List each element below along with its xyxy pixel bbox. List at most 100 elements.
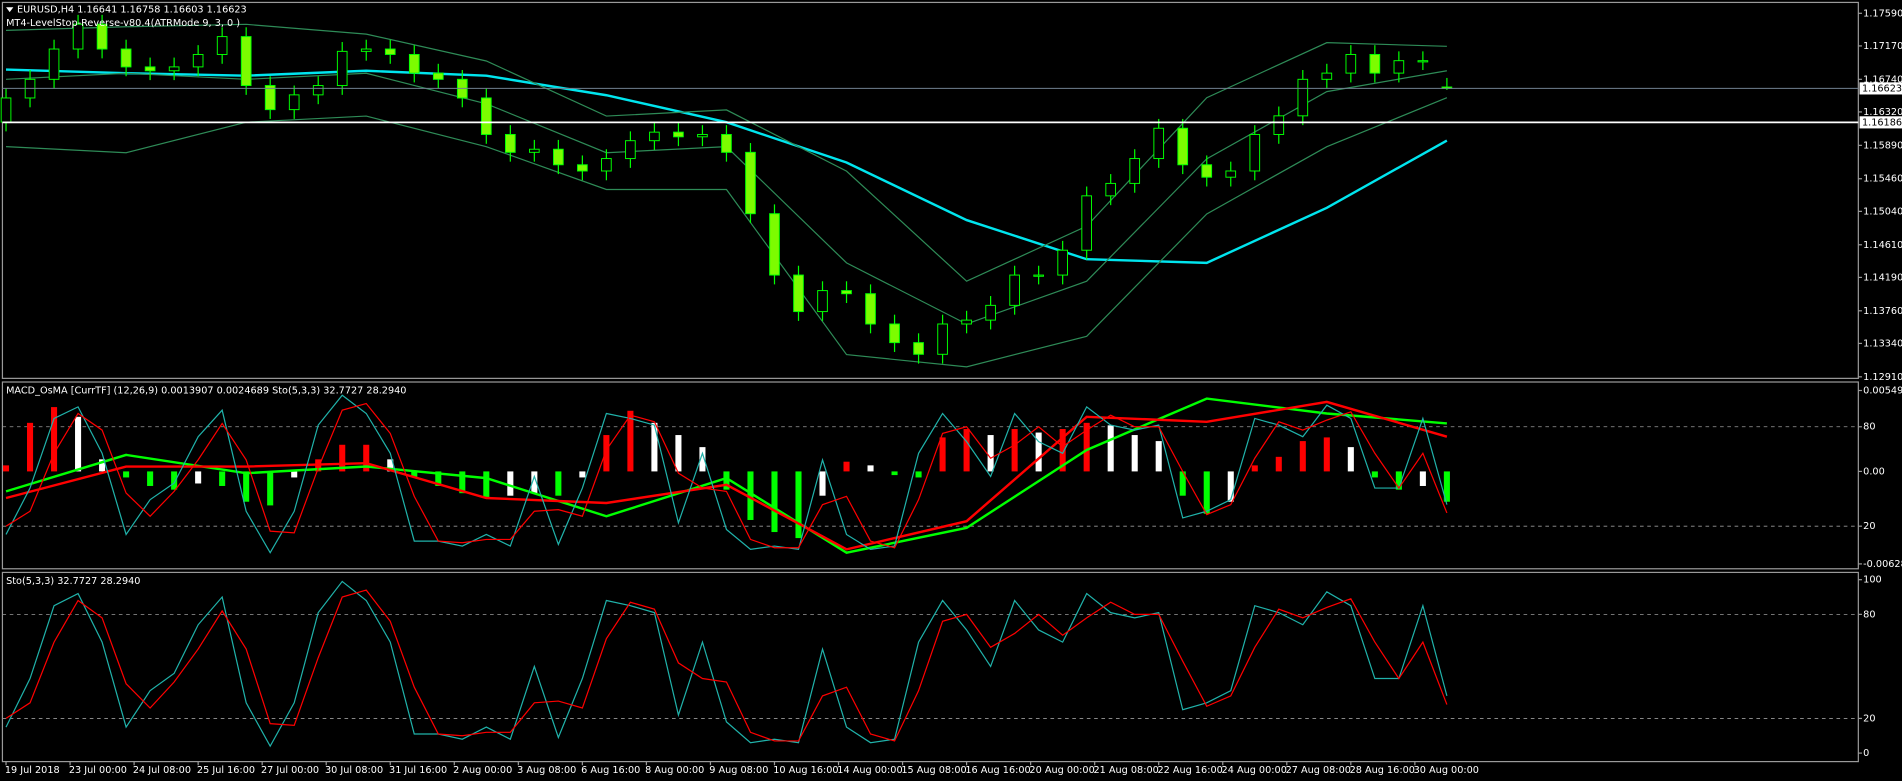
y-tick-label: 100 <box>1863 575 1882 586</box>
histogram-bar <box>75 416 82 472</box>
histogram-bar <box>483 471 490 499</box>
candle-body <box>336 50 348 87</box>
y-tick-label: 20 <box>1863 713 1875 724</box>
x-tick-label: 27 Aug 08:00 <box>1286 765 1351 776</box>
histogram-bar <box>1131 435 1138 472</box>
histogram-bar <box>507 471 514 496</box>
histogram-bar <box>531 471 538 494</box>
y-tick-label: 20 <box>1863 521 1875 532</box>
candle-body <box>1345 53 1357 74</box>
price-label: 1.16186 <box>1862 117 1902 128</box>
stochastic-line <box>5 402 1448 549</box>
histogram-bar <box>123 471 130 478</box>
symbol-menu-icon[interactable] <box>6 7 14 13</box>
histogram-bar <box>795 471 802 539</box>
histogram-bar <box>579 471 586 478</box>
histogram-bar <box>915 471 922 478</box>
histogram-bar <box>675 435 682 472</box>
histogram-bar <box>1227 471 1234 502</box>
y-tick-label: 1.13760 <box>1863 306 1902 317</box>
histogram-bar <box>27 422 34 472</box>
candle-body <box>504 133 516 153</box>
x-tick-label: 25 Jul 16:00 <box>197 765 255 776</box>
candle-body <box>1273 115 1285 135</box>
x-tick-label: 9 Aug 08:00 <box>709 765 768 776</box>
histogram-bar <box>1347 447 1354 472</box>
histogram-bar <box>2 465 10 472</box>
price-label-box <box>1859 82 1902 95</box>
histogram-bar <box>387 459 394 472</box>
stochastic-line <box>5 580 1448 748</box>
candle-body <box>649 131 660 142</box>
x-tick-label: 27 Jul 00:00 <box>261 765 319 776</box>
candle-body <box>889 323 900 344</box>
indicator-title: MT4-LevelStop-Reverse-v80.4(ATRMode 9, 3… <box>6 18 240 29</box>
histogram-bar <box>627 410 634 472</box>
histogram-bar <box>651 422 658 472</box>
y-tick-label: 1.14610 <box>1863 240 1902 251</box>
candle-body <box>937 323 948 355</box>
histogram-bar <box>243 471 250 502</box>
candle-body <box>913 342 924 355</box>
x-tick-label: 30 Jul 08:00 <box>325 765 383 776</box>
candle-body <box>1057 249 1068 276</box>
x-tick-label: 21 Aug 08:00 <box>1093 765 1158 776</box>
signal-line <box>5 397 1447 554</box>
histogram-bar <box>267 471 274 506</box>
candle-body <box>961 319 972 325</box>
main-panel-frame <box>1 1 1859 379</box>
stoch-title: Sto(5,3,3) 32.7727 28.2940 <box>6 576 140 587</box>
candle-body <box>865 293 876 325</box>
histogram-bar <box>1419 471 1426 486</box>
macd-panel-frame <box>1 381 1859 570</box>
x-tick-label: 22 Aug 16:00 <box>1158 765 1223 776</box>
histogram-bar <box>99 459 106 472</box>
candle-body <box>72 23 84 50</box>
candle-body <box>1081 195 1093 251</box>
x-tick-label: 19 Jul 2018 <box>5 765 60 776</box>
x-tick-label: 23 Jul 00:00 <box>69 765 127 776</box>
histogram-bar <box>723 471 730 490</box>
histogram-bar <box>51 407 58 472</box>
candle-body <box>1153 127 1165 160</box>
price-label-box <box>1859 116 1902 129</box>
candle-body <box>144 66 156 72</box>
histogram-bar <box>867 465 874 472</box>
histogram-bar <box>1203 471 1210 514</box>
candle-body <box>841 290 852 295</box>
candle-body <box>360 48 372 52</box>
y-tick-label: 1.15890 <box>1863 140 1902 151</box>
histogram-bar <box>843 461 850 472</box>
histogram-bar <box>819 471 826 496</box>
candle-body <box>1201 164 1213 178</box>
indicator-line <box>5 70 1447 325</box>
x-tick-label: 24 Jul 08:00 <box>133 765 191 776</box>
candle-body <box>1417 60 1429 63</box>
stoch-panel-frame <box>1 571 1859 763</box>
candle-body <box>817 290 828 313</box>
histogram-bar <box>1107 425 1114 472</box>
candle-body <box>1369 53 1381 74</box>
stochastic-line <box>5 394 1448 554</box>
candle-body <box>1225 170 1237 178</box>
histogram-bar <box>747 471 754 520</box>
candle-body <box>1321 72 1333 80</box>
y-tick-label: -0.006285 <box>1863 559 1902 570</box>
x-tick-label: 20 Aug 00:00 <box>1029 765 1094 776</box>
candle-body <box>384 48 396 55</box>
candle-body <box>697 133 708 138</box>
histogram-bar <box>1251 465 1258 472</box>
candle-body <box>1393 60 1405 74</box>
x-tick-label: 2 Aug 00:00 <box>453 765 512 776</box>
x-tick-label: 30 Aug 00:00 <box>1414 765 1479 776</box>
y-tick-label: 80 <box>1863 609 1875 620</box>
histogram-bar <box>891 471 898 476</box>
candle-body <box>120 48 132 68</box>
histogram-bar <box>1371 471 1378 478</box>
histogram-bar <box>771 471 778 533</box>
histogram-bar <box>1395 471 1402 490</box>
y-tick-label: 1.15460 <box>1863 174 1902 185</box>
histogram-bar <box>1443 471 1450 502</box>
y-tick-label: 1.17590 <box>1863 8 1902 19</box>
